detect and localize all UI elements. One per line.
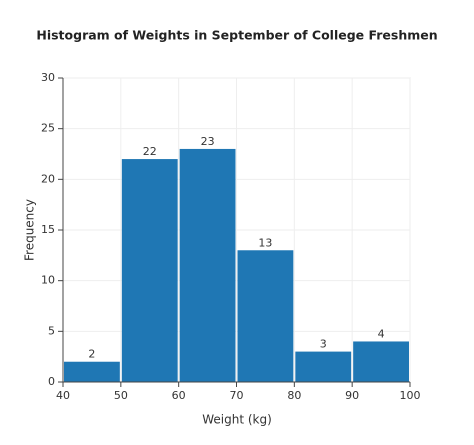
y-axis-title: Frequency — [23, 199, 37, 261]
y-tick-label: 25 — [41, 122, 55, 135]
x-tick-label: 70 — [230, 389, 244, 402]
y-tick-label: 20 — [41, 172, 55, 185]
y-tick-label: 30 — [41, 71, 55, 84]
x-tick-label: 60 — [172, 389, 186, 402]
x-tick-label: 80 — [287, 389, 301, 402]
data-label: 13 — [258, 236, 272, 249]
data-label: 4 — [378, 327, 385, 340]
y-tick-label: 15 — [41, 223, 55, 236]
data-label: 2 — [88, 348, 95, 361]
x-tick-label: 50 — [114, 389, 128, 402]
bar — [353, 341, 409, 382]
bar — [64, 361, 120, 382]
data-label: 23 — [201, 135, 215, 148]
bar — [121, 159, 178, 382]
data-label: 3 — [320, 338, 327, 351]
bar — [295, 351, 352, 382]
y-tick-label: 10 — [41, 274, 55, 287]
bar — [237, 250, 294, 382]
x-tick-label: 40 — [56, 389, 70, 402]
chart-title: Histogram of Weights in September of Col… — [36, 28, 437, 43]
data-label: 22 — [143, 145, 157, 158]
x-tick-label: 90 — [345, 389, 359, 402]
y-tick-label: 0 — [48, 375, 55, 388]
bar — [179, 148, 236, 382]
y-tick-label: 5 — [48, 324, 55, 337]
x-tick-label: 100 — [400, 389, 421, 402]
x-axis-title: Weight (kg) — [202, 413, 272, 427]
